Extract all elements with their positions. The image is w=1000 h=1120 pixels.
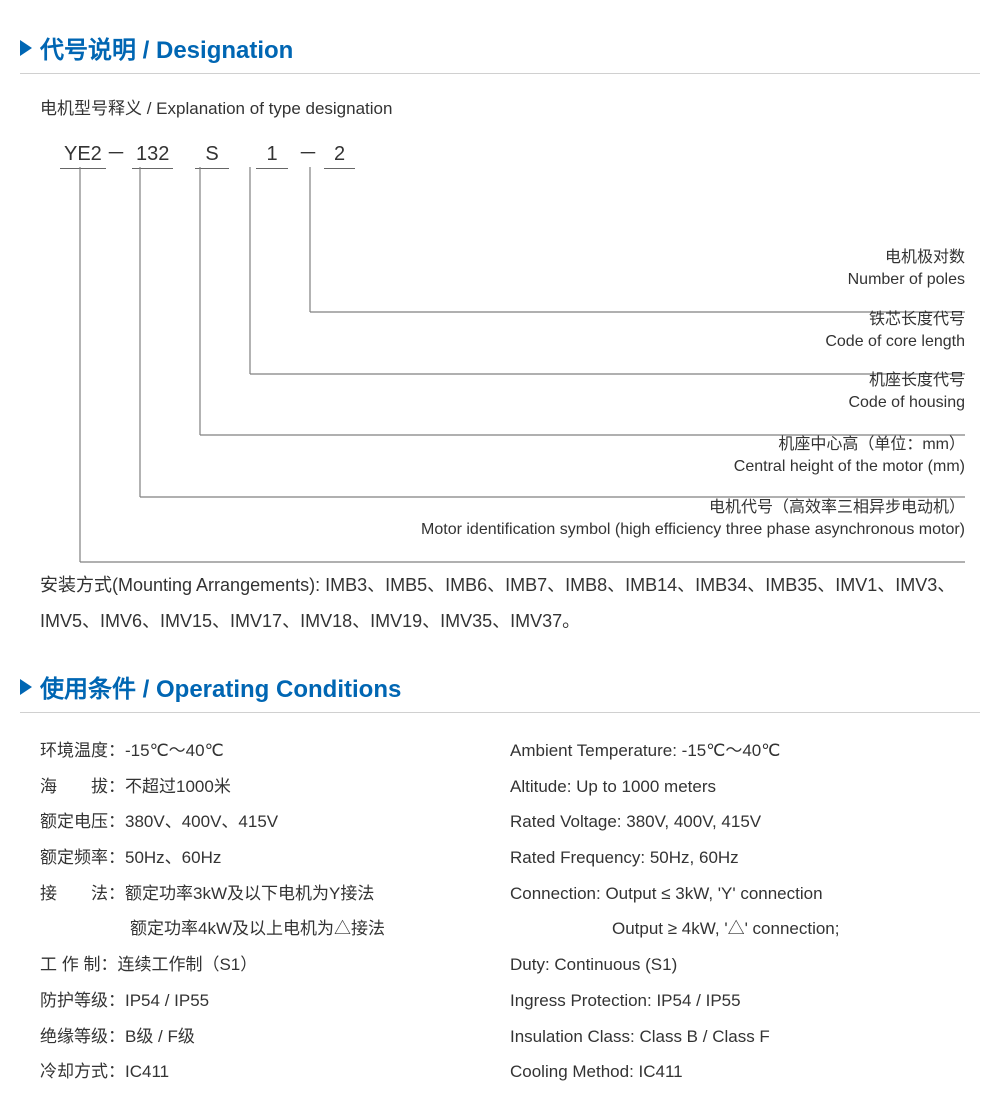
section-title: 使用条件 / Operating Conditions	[40, 669, 401, 704]
designation-diagram: YE2 － 132 S 1 － 2 电机极对数Number of poles 铁芯…	[60, 137, 980, 557]
designation-label: 电机极对数Number of poles	[848, 247, 965, 292]
condition-row: 防护等级：IP54 / IP55	[40, 983, 510, 1019]
section-header-operating: 使用条件 / Operating Conditions	[20, 669, 980, 704]
condition-row-en: Rated Frequency: 50Hz, 60Hz	[510, 840, 980, 876]
code-p4: 1	[252, 143, 292, 169]
operating-conditions: 环境温度：-15℃～40℃海 拔：不超过1000米额定电压：380V、400V、…	[40, 733, 980, 1090]
condition-value: 连续工作制（S1）	[117, 947, 257, 983]
label-en: Central height of the motor (mm)	[734, 456, 965, 478]
condition-row-en: Rated Voltage: 380V, 400V, 415V	[510, 804, 980, 840]
designation-label: 电机代号（高效率三相异步电动机）Motor identification sym…	[421, 497, 965, 542]
condition-label: 工 作 制：	[40, 947, 117, 983]
label-en: Code of core length	[825, 331, 965, 353]
label-zh: 铁芯长度代号	[825, 309, 965, 331]
condition-value: IC411	[125, 1054, 169, 1090]
condition-row: 接 法：额定功率3kW及以下电机为Y接法	[40, 876, 510, 912]
condition-value: 380V、400V、415V	[125, 804, 278, 840]
code-p3: S	[187, 143, 237, 169]
condition-row-en: Ambient Temperature: -15℃～40℃	[510, 733, 980, 769]
condition-label: 接 法：	[40, 876, 125, 912]
condition-label: 海 拔：	[40, 769, 125, 805]
code-p1: YE2	[60, 143, 100, 169]
condition-row: 工 作 制：连续工作制（S1）	[40, 947, 510, 983]
condition-row-en: Connection: Output ≤ 3kW, 'Y' connection	[510, 876, 980, 912]
condition-label: 冷却方式：	[40, 1054, 125, 1090]
condition-value: B级 / F级	[125, 1019, 195, 1055]
label-en: Number of poles	[848, 269, 965, 291]
label-en: Code of housing	[848, 392, 965, 414]
label-zh: 电机极对数	[848, 247, 965, 269]
code-dash-2: －	[292, 137, 324, 166]
conditions-en: Ambient Temperature: -15℃～40℃Altitude: U…	[510, 733, 980, 1090]
condition-row: 海 拔：不超过1000米	[40, 769, 510, 805]
section-header-designation: 代号说明 / Designation	[20, 30, 980, 65]
designation-label: 机座中心高（单位：mm）Central height of the motor …	[734, 434, 965, 479]
condition-label: 环境温度：	[40, 733, 125, 769]
label-zh: 机座长度代号	[848, 370, 965, 392]
condition-value: 额定功率4kW及以上电机为△接法	[130, 911, 385, 947]
divider	[20, 712, 980, 713]
code-p5: 2	[324, 143, 354, 169]
designation-label: 铁芯长度代号Code of core length	[825, 309, 965, 354]
condition-label: 防护等级：	[40, 983, 125, 1019]
condition-value: 额定功率3kW及以下电机为Y接法	[125, 876, 374, 912]
mounting-arrangements: 安装方式(Mounting Arrangements): IMB3、IMB5、I…	[40, 567, 960, 639]
label-zh: 电机代号（高效率三相异步电动机）	[421, 497, 965, 519]
triangle-icon	[20, 40, 32, 56]
condition-label	[40, 911, 130, 947]
condition-label: 额定频率：	[40, 840, 125, 876]
label-en: Motor identification symbol (high effici…	[421, 519, 965, 541]
condition-row: 额定功率4kW及以上电机为△接法	[40, 911, 510, 947]
condition-row-en: Cooling Method: IC411	[510, 1054, 980, 1090]
label-zh: 机座中心高（单位：mm）	[734, 434, 965, 456]
section-title: 代号说明 / Designation	[40, 30, 293, 65]
code-parts-row: YE2 － 132 S 1 － 2	[60, 137, 980, 169]
condition-row-en: Insulation Class: Class B / Class F	[510, 1019, 980, 1055]
condition-row: 额定频率：50Hz、60Hz	[40, 840, 510, 876]
condition-value: 50Hz、60Hz	[125, 840, 221, 876]
designation-label: 机座长度代号Code of housing	[848, 370, 965, 415]
condition-row-en: Ingress Protection: IP54 / IP55	[510, 983, 980, 1019]
designation-subtitle: 电机型号释义 / Explanation of type designation	[40, 94, 980, 119]
conditions-zh: 环境温度：-15℃～40℃海 拔：不超过1000米额定电压：380V、400V、…	[40, 733, 510, 1090]
condition-row: 额定电压：380V、400V、415V	[40, 804, 510, 840]
condition-label: 绝缘等级：	[40, 1019, 125, 1055]
condition-value: IP54 / IP55	[125, 983, 209, 1019]
condition-label: 额定电压：	[40, 804, 125, 840]
condition-row: 环境温度：-15℃～40℃	[40, 733, 510, 769]
condition-value: -15℃～40℃	[125, 733, 224, 769]
code-p2: 132	[132, 143, 172, 169]
condition-row-en: Output ≥ 4kW, '△' connection;	[510, 911, 980, 947]
triangle-icon	[20, 679, 32, 695]
condition-row-en: Duty: Continuous (S1)	[510, 947, 980, 983]
condition-row: 绝缘等级：B级 / F级	[40, 1019, 510, 1055]
condition-value: 不超过1000米	[125, 769, 231, 805]
condition-row-en: Altitude: Up to 1000 meters	[510, 769, 980, 805]
divider	[20, 73, 980, 74]
condition-row: 冷却方式：IC411	[40, 1054, 510, 1090]
